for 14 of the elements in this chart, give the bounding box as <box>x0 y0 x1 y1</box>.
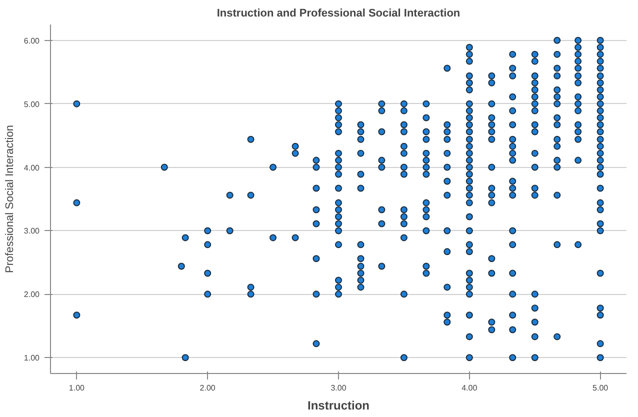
y-axis-title: Professional Social Interaction <box>4 125 16 273</box>
x-axis-title: Instruction <box>308 398 370 412</box>
y-tick-label: 6.00 <box>24 36 40 46</box>
y-tick-label: 3.00 <box>24 226 40 236</box>
x-tick-label: 4.00 <box>462 384 478 392</box>
y-tick-label: 5.00 <box>24 100 40 109</box>
x-tick-label: 1.00 <box>68 384 86 392</box>
y-tick-label: 2.00 <box>24 290 40 300</box>
y-tick-label: 1.00 <box>24 354 40 363</box>
chart-title: Instruction and Professional Social Interaction <box>216 8 460 20</box>
x-tick-label: 5.00 <box>592 384 609 392</box>
x-tick-label: 3.00 <box>330 384 347 392</box>
y-tick-label: 4.00 <box>24 163 40 172</box>
x-tick-label: 2.00 <box>200 384 216 392</box>
